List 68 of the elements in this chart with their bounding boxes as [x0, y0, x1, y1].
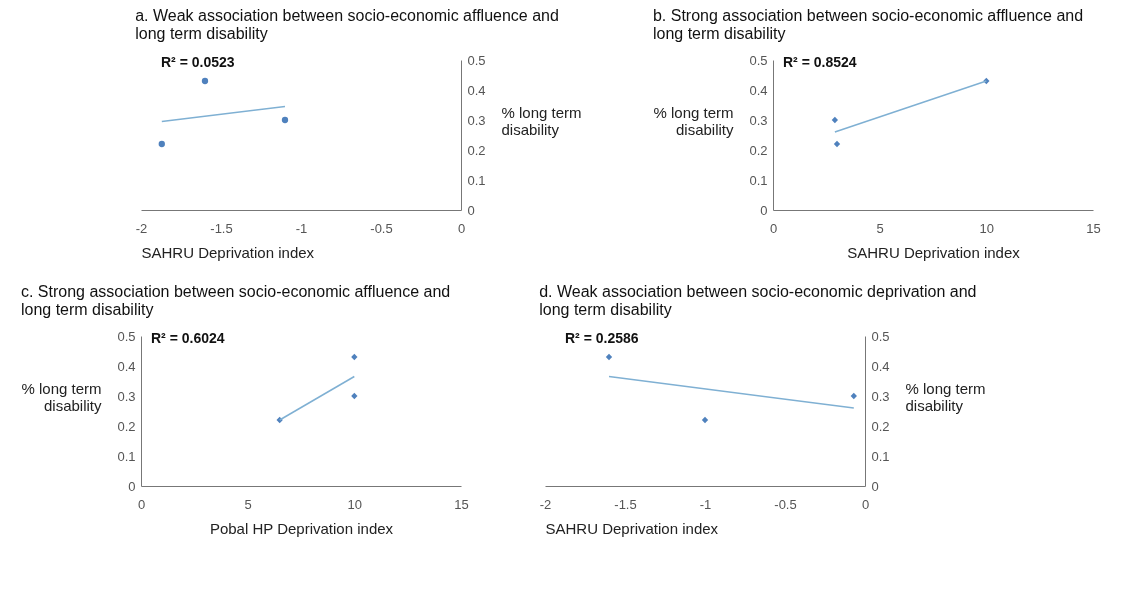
y-tick-label: 0.2 [871, 418, 890, 434]
x-axis-title: SAHRU Deprivation index [847, 243, 1021, 261]
y-tick-label: 0.2 [749, 142, 768, 158]
y-tick-label: 0.3 [871, 388, 890, 404]
x-tick-label: -2 [539, 496, 552, 512]
y-tick-label: 0.1 [749, 172, 768, 188]
x-tick-label: -1.5 [210, 220, 233, 236]
y-tick-label: 0.4 [871, 358, 890, 374]
x-tick-label: -0.5 [370, 220, 393, 236]
point [201, 77, 209, 85]
x-tick-label: 10 [347, 496, 363, 512]
annotation: R² = 0.8524 [783, 54, 857, 70]
y-tick-label: 0.3 [117, 388, 136, 404]
annotation: R² = 0.2586 [565, 330, 639, 346]
annotation: R² = 0.6024 [151, 330, 225, 346]
point [351, 392, 358, 400]
x-axis-title: Pobal HP Deprivation index [209, 519, 394, 537]
y-tick-label: 0.1 [117, 448, 136, 464]
point [158, 140, 165, 148]
y-axis-title: % long term disability [501, 104, 582, 138]
point [281, 116, 289, 124]
y-tick-label: 0.1 [467, 172, 486, 188]
x-axis-title: SAHRU Deprivation index [141, 243, 315, 261]
chart-title: a. Weak association between socio-economic affluence and long term disability [135, 7, 559, 42]
point [351, 353, 358, 361]
y-tick-label: 0.4 [749, 82, 768, 98]
x-tick-label: -1.5 [614, 496, 637, 512]
x-tick-label: -1 [295, 220, 308, 236]
x-tick-label: 0 [137, 496, 146, 512]
point [850, 392, 857, 400]
y-axis-title: % long term disability [21, 380, 102, 414]
y-tick-label: 0.5 [871, 328, 890, 344]
x-tick-label: 15 [454, 496, 469, 512]
point [701, 416, 709, 424]
chart-title: d. Weak association between socio-economic deprivation and long term disability [539, 283, 977, 318]
point [605, 353, 613, 361]
x-tick-label: 15 [1086, 220, 1101, 236]
y-tick-label: 0 [871, 478, 879, 494]
point [833, 140, 841, 148]
y-tick-label: 0.4 [467, 82, 486, 98]
y-tick-label: 0.2 [117, 418, 136, 434]
x-tick-label: 0 [769, 220, 778, 236]
y-tick-label: 0.5 [117, 328, 136, 344]
x-tick-label: -2 [135, 220, 148, 236]
x-tick-label: -1 [699, 496, 712, 512]
y-tick-label: 0.5 [467, 52, 486, 68]
y-tick-label: 0.3 [749, 112, 768, 128]
y-axis-title: % long term disability [653, 104, 734, 138]
chart-title: c. Strong association between socio-economic affluence and long term disability [20, 283, 451, 318]
annotation: R² = 0.0523 [161, 54, 235, 70]
y-tick-label: 0.3 [467, 112, 486, 128]
x-axis-title: SAHRU Deprivation index [545, 519, 719, 537]
y-tick-label: 0 [760, 202, 768, 218]
y-axis-title: % long term disability [905, 380, 986, 414]
x-tick-label: -0.5 [774, 496, 797, 512]
x-tick-label: 5 [244, 496, 252, 512]
x-tick-label: 5 [876, 220, 884, 236]
y-tick-label: 0 [128, 478, 136, 494]
chart-title: b. Strong association between socio-economic affluence and long term disability [652, 7, 1084, 42]
y-tick-label: 0.2 [467, 142, 486, 158]
y-tick-label: 0 [467, 202, 475, 218]
y-tick-label: 0.4 [117, 358, 136, 374]
x-tick-label: 0 [861, 496, 870, 512]
point [831, 116, 839, 124]
x-tick-label: 0 [457, 220, 466, 236]
x-tick-label: 10 [979, 220, 995, 236]
y-tick-label: 0.1 [871, 448, 890, 464]
y-tick-label: 0.5 [749, 52, 768, 68]
